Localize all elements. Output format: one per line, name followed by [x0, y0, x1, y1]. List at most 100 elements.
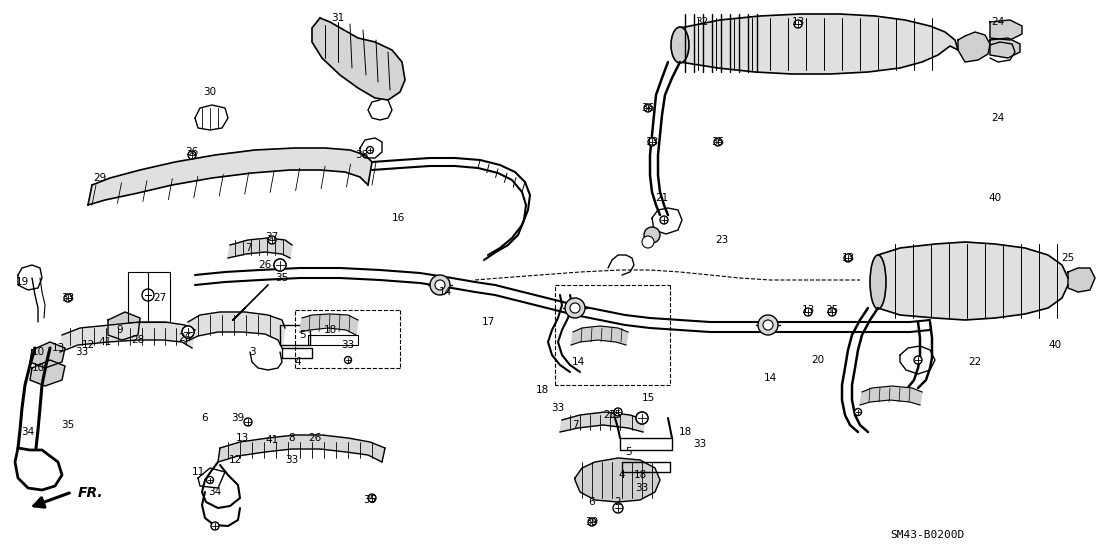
Text: 31: 31 — [331, 13, 345, 23]
Circle shape — [345, 357, 351, 363]
Text: 41: 41 — [99, 337, 112, 347]
Text: 14: 14 — [763, 373, 777, 383]
Text: 6: 6 — [202, 413, 208, 423]
Text: 36: 36 — [642, 103, 655, 113]
Text: 14: 14 — [572, 357, 585, 367]
Polygon shape — [312, 18, 406, 100]
Text: 4: 4 — [618, 470, 625, 480]
Text: 12: 12 — [81, 340, 94, 350]
Circle shape — [435, 280, 445, 290]
Text: 8: 8 — [289, 433, 296, 443]
Text: 18: 18 — [678, 427, 691, 437]
Text: 25: 25 — [1061, 253, 1075, 263]
Text: 33: 33 — [694, 439, 707, 449]
Text: 33: 33 — [552, 403, 565, 413]
Text: 5: 5 — [299, 330, 306, 340]
Circle shape — [64, 294, 72, 302]
Text: 35: 35 — [825, 305, 839, 315]
Circle shape — [430, 275, 450, 295]
Text: 28: 28 — [132, 335, 145, 345]
Text: 24: 24 — [992, 113, 1005, 123]
Text: 40: 40 — [1048, 340, 1061, 350]
Text: 37: 37 — [266, 232, 278, 242]
Circle shape — [188, 151, 196, 159]
Polygon shape — [218, 435, 384, 462]
Text: 12: 12 — [228, 455, 242, 465]
Text: 36: 36 — [185, 147, 198, 157]
Circle shape — [244, 418, 252, 426]
Polygon shape — [560, 412, 645, 432]
Circle shape — [644, 104, 652, 112]
Text: 26: 26 — [258, 260, 271, 270]
Text: 9: 9 — [116, 325, 123, 335]
Text: 39: 39 — [232, 413, 245, 423]
Text: 35: 35 — [61, 420, 74, 430]
Circle shape — [565, 298, 585, 318]
Text: 35: 35 — [276, 273, 288, 283]
Circle shape — [648, 138, 656, 146]
Ellipse shape — [671, 27, 689, 63]
Text: 26: 26 — [178, 333, 192, 343]
Text: 4: 4 — [295, 357, 301, 367]
Circle shape — [570, 303, 579, 313]
Circle shape — [804, 308, 812, 316]
Circle shape — [367, 147, 373, 154]
Text: 13: 13 — [235, 433, 248, 443]
Text: 27: 27 — [153, 293, 166, 303]
Polygon shape — [300, 314, 358, 335]
Circle shape — [206, 477, 214, 483]
Text: 13: 13 — [841, 253, 854, 263]
Polygon shape — [88, 148, 372, 205]
Polygon shape — [991, 38, 1020, 58]
Ellipse shape — [870, 255, 886, 309]
Text: 40: 40 — [988, 193, 1002, 203]
Circle shape — [642, 236, 654, 248]
Text: 13: 13 — [51, 343, 64, 353]
Text: 7: 7 — [572, 420, 578, 430]
Circle shape — [914, 356, 922, 364]
Polygon shape — [228, 238, 293, 258]
Circle shape — [368, 494, 376, 502]
Text: 38: 38 — [356, 150, 369, 160]
Polygon shape — [60, 322, 195, 352]
Circle shape — [758, 315, 778, 335]
Text: 18: 18 — [324, 325, 337, 335]
Text: 39: 39 — [585, 517, 598, 527]
Circle shape — [182, 326, 194, 338]
Circle shape — [844, 254, 852, 262]
Text: 33: 33 — [635, 483, 648, 493]
Text: 23: 23 — [716, 235, 729, 245]
Circle shape — [660, 216, 668, 224]
Text: 10: 10 — [31, 347, 44, 357]
Text: 18: 18 — [535, 385, 548, 395]
Circle shape — [854, 409, 862, 415]
Polygon shape — [991, 20, 1022, 40]
Text: 7: 7 — [245, 243, 252, 253]
Circle shape — [644, 227, 660, 243]
Text: 2: 2 — [615, 497, 622, 507]
Circle shape — [828, 308, 837, 316]
Circle shape — [794, 20, 802, 28]
Text: 19: 19 — [16, 277, 29, 287]
Text: 34: 34 — [208, 487, 222, 497]
Text: 13: 13 — [645, 137, 658, 147]
Text: 15: 15 — [642, 393, 655, 403]
Polygon shape — [958, 32, 991, 62]
Polygon shape — [30, 360, 65, 386]
Circle shape — [714, 138, 722, 146]
Text: 41: 41 — [266, 435, 278, 445]
Circle shape — [182, 326, 194, 338]
Text: 22: 22 — [968, 357, 982, 367]
Circle shape — [636, 412, 648, 424]
Circle shape — [588, 518, 596, 526]
Circle shape — [636, 412, 648, 424]
Text: 33: 33 — [75, 347, 89, 357]
Text: 35: 35 — [608, 410, 622, 420]
Text: 29: 29 — [93, 173, 106, 183]
Circle shape — [211, 522, 219, 530]
Circle shape — [763, 320, 773, 330]
Polygon shape — [1068, 268, 1095, 292]
Text: 24: 24 — [992, 17, 1005, 27]
Text: 3: 3 — [248, 347, 255, 357]
Text: 33: 33 — [341, 340, 355, 350]
